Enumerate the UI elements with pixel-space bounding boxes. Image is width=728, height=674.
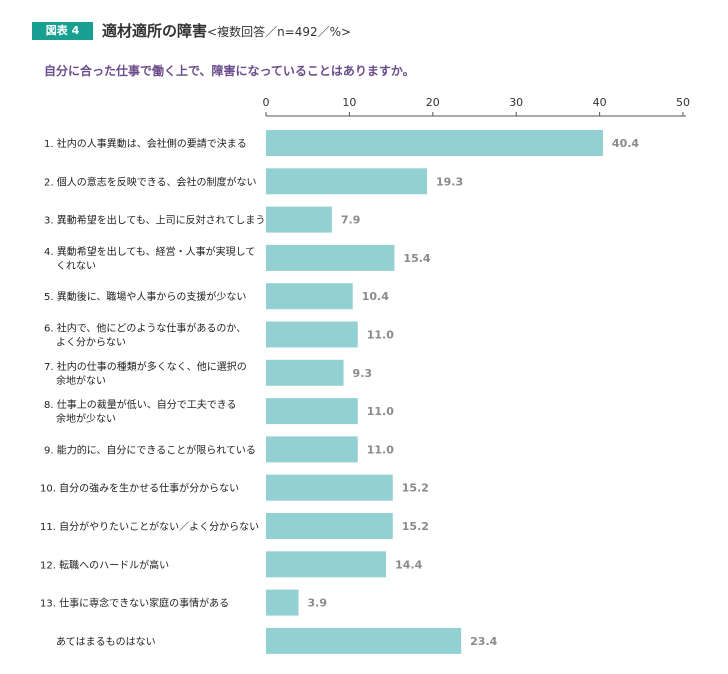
bar (266, 283, 353, 310)
category-label: あてはまるものはない (56, 636, 156, 648)
bar (266, 551, 387, 578)
bar-value-label: 3.9 (308, 597, 328, 610)
title-main: 適材適所の障害 (102, 22, 208, 40)
bar (266, 627, 462, 654)
category-label: 1. 社内の人事異動は、会社側の要請で決まる (44, 137, 247, 150)
category-label: 6. 社内で、他にどのような仕事があるのか、 (44, 322, 246, 335)
x-tick-label: 50 (676, 96, 690, 109)
bar (266, 321, 358, 348)
x-tick-label: 20 (426, 96, 440, 109)
bar-value-label: 14.4 (395, 558, 422, 571)
category-label: 5. 異動後に、職場や人事からの支援が少ない (44, 290, 246, 303)
category-label: 7. 社内の仕事の種類が多くなく、他に選択の (44, 360, 247, 373)
bar (266, 244, 395, 271)
category-label: 12. 転職へのハードルが高い (40, 558, 169, 571)
category-label: 13. 仕事に専念できない家庭の事情がある (40, 597, 229, 610)
category-label: 3. 異動希望を出しても、上司に反対されてしまう (44, 214, 265, 227)
bar-value-label: 11.0 (367, 405, 394, 418)
bar-value-label: 10.4 (362, 290, 389, 303)
bar-value-label: 40.4 (612, 137, 639, 150)
category-label: 8. 仕事上の裁量が低い、自分で工夫できる (44, 398, 237, 411)
category-label: よく分からない (56, 337, 126, 349)
bar-value-label: 7.9 (341, 214, 361, 227)
category-label: くれない (56, 260, 96, 272)
category-label: 11. 自分がやりたいことがない／よく分からない (40, 520, 259, 533)
bar-value-label: 9.3 (353, 367, 373, 380)
x-tick-label: 40 (593, 96, 607, 109)
bar (266, 436, 358, 463)
category-label: 余地が少ない (56, 412, 116, 425)
bar-value-label: 15.2 (402, 482, 429, 495)
category-label: 10. 自分の強みを生かせる仕事が分からない (40, 482, 239, 495)
x-tick-label: 0 (263, 96, 270, 109)
bar-value-label: 23.4 (470, 635, 497, 648)
category-label: 余地がない (56, 374, 106, 387)
category-label: 9. 能力的に、自分にできることが限られている (44, 443, 256, 456)
bar-value-label: 15.2 (402, 520, 429, 533)
bar-value-label: 15.4 (403, 252, 430, 265)
bar-value-label: 11.0 (367, 443, 394, 456)
survey-question: 自分に合った仕事で働く上で、障害になっていることはありますか。 (44, 64, 415, 78)
bar (266, 168, 427, 195)
bar (266, 513, 393, 539)
bar-value-label: 19.3 (436, 175, 463, 188)
bar (266, 206, 332, 233)
bar (266, 359, 344, 386)
title-subtitle: <複数回答／n=492／%> (207, 25, 352, 39)
bar-value-label: 11.0 (367, 329, 394, 342)
bar (266, 130, 603, 156)
bar (266, 398, 358, 425)
x-tick-label: 30 (509, 96, 523, 109)
bar (266, 589, 299, 616)
bar (266, 474, 393, 501)
chart-title: 適材適所の障害<複数回答／n=492／%> (102, 20, 351, 41)
category-label: 4. 異動希望を出しても、経営・人事が実現して (44, 245, 255, 258)
figure-badge: 図表 4 (32, 22, 93, 40)
x-tick-label: 10 (342, 96, 356, 109)
category-label: 2. 個人の意志を反映できる、会社の制度がない (44, 175, 257, 188)
